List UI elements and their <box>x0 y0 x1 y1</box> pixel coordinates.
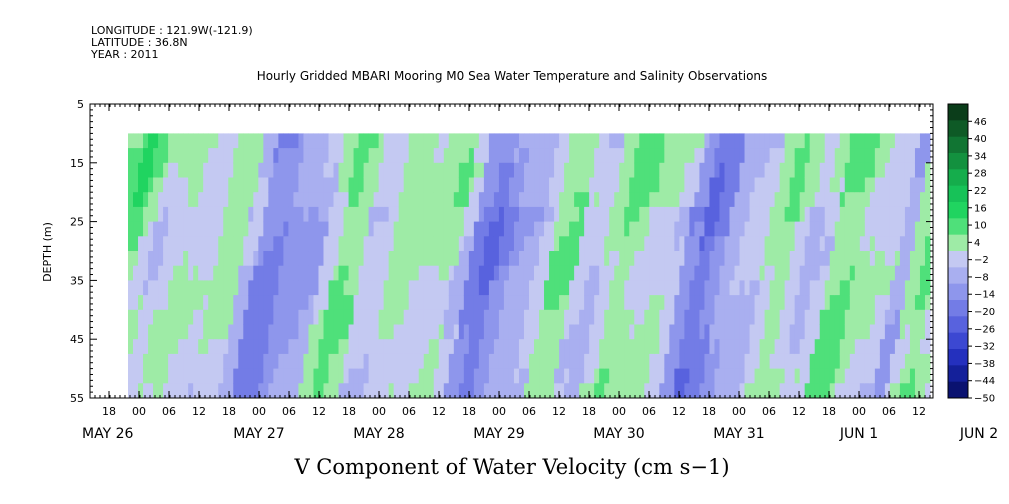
x-tick-label: 18 <box>462 405 476 418</box>
x-tick-label: 12 <box>912 405 926 418</box>
colorbar-cell <box>948 316 968 334</box>
colorbar-label: 40 <box>974 134 987 145</box>
velocity-heatmap <box>128 133 931 399</box>
y-tick-label: 25 <box>70 216 84 229</box>
x-day-label: MAY 30 <box>593 426 644 442</box>
x-tick-label: 18 <box>582 405 596 418</box>
x-tick-label: 00 <box>612 405 626 418</box>
x-tick-label: 06 <box>282 405 296 418</box>
colorbar-cell <box>948 185 968 203</box>
x-tick-label: 00 <box>852 405 866 418</box>
x-tick-label: 00 <box>372 405 386 418</box>
x-tick-label: 06 <box>882 405 896 418</box>
x-tick-label: 12 <box>792 405 806 418</box>
colorbar-cell <box>948 104 968 121</box>
y-tick-label: 55 <box>70 392 84 405</box>
colorbar-label: −26 <box>974 324 995 335</box>
y-axis: 5 15 25 35 45 55 <box>70 98 933 405</box>
colorbar-label: −8 <box>974 272 989 283</box>
colorbar-cell <box>948 120 968 138</box>
colorbar-cell <box>948 365 968 383</box>
colorbar-label: −14 <box>974 290 995 301</box>
x-tick-label: 06 <box>642 405 656 418</box>
y-tick-label: 45 <box>70 333 84 346</box>
colorbar-cell <box>948 153 968 170</box>
colorbar-label: −2 <box>974 255 989 266</box>
x-tick-label: 18 <box>342 405 356 418</box>
y-axis-label: DEPTH (m) <box>41 222 54 282</box>
colorbar-label: 34 <box>974 151 987 162</box>
x-tick-label: 18 <box>822 405 836 418</box>
longitude-label: LONGITUDE : 121.9W(-121.9) <box>91 24 253 37</box>
x-tick-label: 06 <box>522 405 536 418</box>
x-day-label: JUN 2 <box>959 426 998 442</box>
year-label: YEAR : 2011 <box>91 48 159 61</box>
x-day-label: MAY 28 <box>353 426 404 442</box>
colorbar: 46 40 34 28 22 16 10 4 −2 −8 −14 −20 −26 −32 −38 −44 −50 <box>947 103 995 405</box>
x-tick-label: 18 <box>222 405 236 418</box>
x-tick-label: 06 <box>162 405 176 418</box>
x-day-label: JUN 1 <box>839 426 878 442</box>
x-tick-label: 12 <box>312 405 326 418</box>
x-axis-label: V Component of Water Velocity (cm s−1) <box>293 455 729 479</box>
colorbar-label: −38 <box>974 359 995 370</box>
latitude-label: LATITUDE : 36.8N <box>91 36 188 49</box>
colorbar-cell <box>948 283 968 301</box>
x-axis: 18 00 06 12 18 00 06 12 18 00 06 12 18 00 06 12 18 00 06 12… <box>82 104 998 442</box>
colorbar-label: 10 <box>974 221 987 232</box>
x-tick-label: 18 <box>102 405 116 418</box>
colorbar-label: 46 <box>974 117 987 128</box>
x-day-label: MAY 27 <box>233 426 284 442</box>
x-tick-label: 00 <box>732 405 746 418</box>
colorbar-label: 28 <box>974 169 987 180</box>
colorbar-label: −32 <box>974 342 995 353</box>
x-day-label: MAY 26 <box>82 426 133 442</box>
colorbar-cell <box>948 202 968 219</box>
colorbar-label: −20 <box>974 307 995 318</box>
x-day-label: MAY 31 <box>713 426 764 442</box>
x-tick-label: 06 <box>402 405 416 418</box>
colorbar-cell <box>948 267 968 285</box>
x-tick-label: 12 <box>192 405 206 418</box>
colorbar-label: −50 <box>974 394 995 405</box>
x-tick-label: 12 <box>552 405 566 418</box>
x-tick-label: 18 <box>702 405 716 418</box>
x-tick-label: 00 <box>492 405 506 418</box>
colorbar-cell <box>948 169 968 187</box>
x-tick-label: 00 <box>132 405 146 418</box>
y-tick-label: 35 <box>70 274 84 287</box>
colorbar-cell <box>948 234 968 252</box>
x-tick-label: 12 <box>432 405 446 418</box>
colorbar-label: 16 <box>974 203 987 214</box>
x-tick-label: 06 <box>762 405 776 418</box>
colorbar-cell <box>948 218 968 236</box>
colorbar-cell <box>948 251 968 268</box>
chart-title: Hourly Gridded MBARI Mooring M0 Sea Wate… <box>257 69 768 83</box>
colorbar-cell <box>948 349 968 366</box>
x-tick-label: 00 <box>252 405 266 418</box>
y-tick-label: 15 <box>70 157 84 170</box>
y-tick-label: 5 <box>77 98 84 111</box>
colorbar-cell <box>948 381 968 399</box>
x-tick-label: 12 <box>672 405 686 418</box>
colorbar-label: 4 <box>974 238 980 249</box>
colorbar-cell <box>948 332 968 350</box>
colorbar-cell <box>948 300 968 317</box>
colorbar-label: −44 <box>974 376 995 387</box>
x-day-label: MAY 29 <box>473 426 524 442</box>
colorbar-label: 22 <box>974 186 987 197</box>
colorbar-cell <box>948 136 968 154</box>
